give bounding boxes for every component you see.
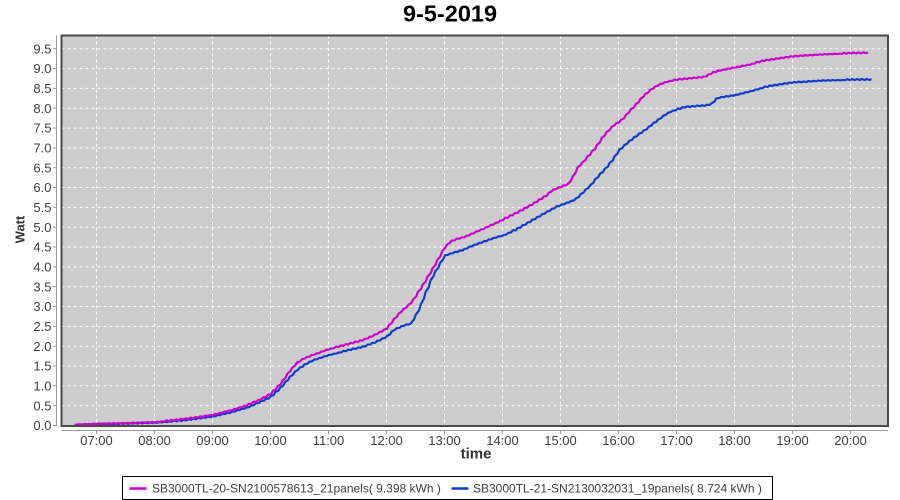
svg-text:time: time [461,446,492,463]
svg-text:9-5-2019: 9-5-2019 [403,1,497,27]
svg-text:08:00: 08:00 [138,433,171,448]
svg-text:1.5: 1.5 [33,359,51,374]
svg-text:2.0: 2.0 [33,339,51,354]
svg-text:14:00: 14:00 [486,433,519,448]
svg-text:7.0: 7.0 [33,141,51,156]
svg-text:5.5: 5.5 [33,200,51,215]
svg-text:3.5: 3.5 [33,279,51,294]
svg-text:12:00: 12:00 [370,433,403,448]
svg-text:3.0: 3.0 [33,299,51,314]
svg-text:9.0: 9.0 [33,61,51,76]
svg-text:19:00: 19:00 [776,433,809,448]
svg-text:16:00: 16:00 [602,433,635,448]
svg-text:0.5: 0.5 [33,398,51,413]
svg-text:4.0: 4.0 [33,260,51,275]
svg-text:17:00: 17:00 [660,433,693,448]
svg-text:20:00: 20:00 [834,433,867,448]
svg-text:18:00: 18:00 [718,433,751,448]
svg-text:6.5: 6.5 [33,160,51,175]
svg-text:8.0: 8.0 [33,101,51,116]
svg-text:0.0: 0.0 [33,418,51,433]
svg-text:SB3000TL-21-SN2130032031_19pan: SB3000TL-21-SN2130032031_19panels( 8.724… [473,482,762,496]
svg-text:15:00: 15:00 [544,433,577,448]
svg-text:7.5: 7.5 [33,121,51,136]
svg-text:6.0: 6.0 [33,180,51,195]
svg-text:5.0: 5.0 [33,220,51,235]
svg-text:SB3000TL-20-SN2100578613_21pan: SB3000TL-20-SN2100578613_21panels( 9.398… [152,482,441,496]
svg-text:09:00: 09:00 [196,433,229,448]
svg-text:13:00: 13:00 [428,433,461,448]
svg-text:07:00: 07:00 [80,433,113,448]
svg-text:10:00: 10:00 [254,433,287,448]
svg-text:2.5: 2.5 [33,319,51,334]
svg-text:Watt: Watt [13,215,28,243]
svg-text:4.5: 4.5 [33,240,51,255]
svg-text:1.0: 1.0 [33,378,51,393]
svg-text:8.5: 8.5 [33,81,51,96]
svg-text:9.5: 9.5 [33,41,51,56]
svg-text:11:00: 11:00 [313,433,345,448]
